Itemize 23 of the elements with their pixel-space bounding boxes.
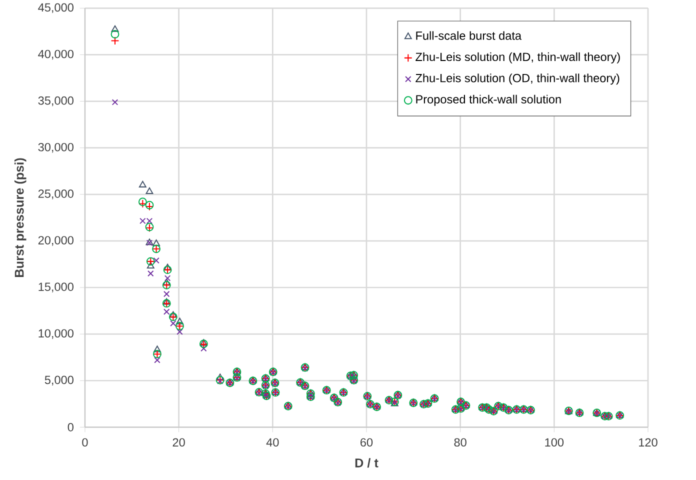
x-tick-label: 100 (545, 438, 564, 447)
y-tick-label: 45,000 (38, 3, 74, 14)
y-axis-title: Burst pressure (psi) (14, 158, 26, 277)
legend-label: Full-scale burst data (416, 31, 522, 40)
y-tick-label: 35,000 (38, 96, 74, 106)
y-tick-label: 5,000 (44, 376, 74, 386)
y-tick-label: 30,000 (38, 142, 74, 153)
x-tick-label: 20 (172, 438, 185, 447)
y-tick-label: 10,000 (38, 329, 74, 339)
y-tick-label: 40,000 (38, 50, 74, 60)
legend-label: Zhu-Leis solution (OD, thin-wall theory) (416, 74, 620, 85)
y-tick-label: 20,000 (38, 236, 74, 246)
x-tick-label: 60 (360, 438, 373, 447)
x-tick-label: 40 (266, 438, 279, 447)
legend-label: Proposed thick-wall solution (416, 94, 561, 106)
x-tick-label: 120 (639, 438, 658, 447)
x-axis-title: D / t (355, 458, 378, 468)
y-tick-label: 15,000 (38, 282, 74, 292)
y-tick-label: 0 (68, 423, 74, 432)
x-tick-label: 80 (454, 438, 466, 447)
x-tick-label: 0 (82, 438, 88, 447)
y-tick-label: 25,000 (38, 190, 74, 200)
legend-label: Zhu-Leis solution (MD, thin-wall theory) (416, 52, 620, 64)
